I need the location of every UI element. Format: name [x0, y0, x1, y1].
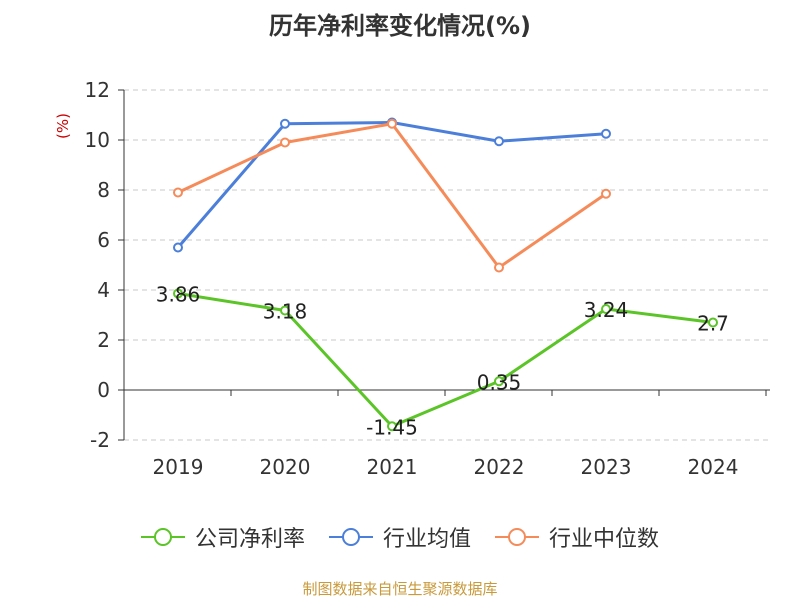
- legend-item[interactable]: 行业均值: [328, 521, 471, 553]
- data-label: -1.45: [366, 415, 418, 439]
- data-label: 3.86: [156, 283, 201, 307]
- y-axis-label: (%): [54, 113, 72, 139]
- legend-marker-icon: [495, 528, 539, 546]
- data-point: [387, 421, 397, 432]
- legend-circle: [153, 528, 172, 546]
- data-point: [708, 317, 718, 328]
- y-tick-label: 10: [85, 128, 110, 152]
- legend-label: 公司净利率: [194, 527, 305, 552]
- data-point: [173, 242, 183, 253]
- data-point: [280, 305, 290, 316]
- legend-item[interactable]: 公司净利率: [140, 521, 305, 553]
- data-label: 3.18: [263, 300, 308, 324]
- series-line: [177, 292, 714, 428]
- y-tick-label: 0: [97, 378, 110, 402]
- data-point: [494, 136, 504, 147]
- legend-circle: [341, 528, 360, 546]
- y-tick-label: 6: [97, 228, 110, 252]
- legend-marker-icon: [140, 528, 185, 546]
- chart-title: 历年净利率变化情况(%): [269, 12, 531, 40]
- y-tick-label: -2: [90, 428, 110, 452]
- data-point: [173, 187, 183, 198]
- y-tick-label: 12: [85, 78, 110, 102]
- data-labels: 3.86 3.18 -1.45 0.35 3.24 2.7: [156, 283, 729, 440]
- legend-marker-icon: [328, 528, 373, 546]
- x-tick-label: 2020: [260, 455, 311, 479]
- x-tick-label: 2019: [153, 455, 204, 479]
- data-point: [173, 288, 183, 299]
- data-label: 0.35: [477, 370, 522, 394]
- series-lines: [173, 117, 718, 432]
- y-tick-label: 8: [97, 178, 110, 202]
- x-tick-label: 2023: [581, 455, 632, 479]
- legend: 公司净利率 行业均值 行业中位数: [0, 520, 800, 554]
- x-tick-label: 2021: [367, 455, 418, 479]
- legend-label: 行业均值: [382, 527, 471, 552]
- series-line: [176, 121, 607, 249]
- data-point: [494, 262, 504, 273]
- data-label: 3.24: [584, 298, 629, 322]
- y-tick-label: 4: [97, 278, 110, 302]
- x-tick-label: 2024: [688, 455, 739, 479]
- data-point: [601, 188, 611, 199]
- legend-circle: [508, 528, 526, 546]
- data-point: [280, 137, 290, 148]
- y-tick-label: 2: [97, 328, 110, 352]
- data-point: [494, 376, 504, 387]
- legend-label: 行业中位数: [549, 527, 660, 552]
- legend-item[interactable]: 行业中位数: [495, 521, 659, 553]
- series-line: [177, 122, 607, 269]
- x-tick-label: 2022: [474, 455, 525, 479]
- source-footer: 制图数据来自恒生聚源数据库: [302, 580, 498, 598]
- grid-lines: [124, 89, 770, 441]
- data-point: [601, 304, 611, 314]
- data-point: [387, 118, 397, 129]
- axes: -2 0 2 4 6 8 10 12 2019 2020 2021 2022 2023 2024 (%): [54, 78, 770, 479]
- data-label: 2.7: [697, 312, 729, 336]
- data-point: [280, 118, 290, 129]
- data-point: [601, 128, 611, 139]
